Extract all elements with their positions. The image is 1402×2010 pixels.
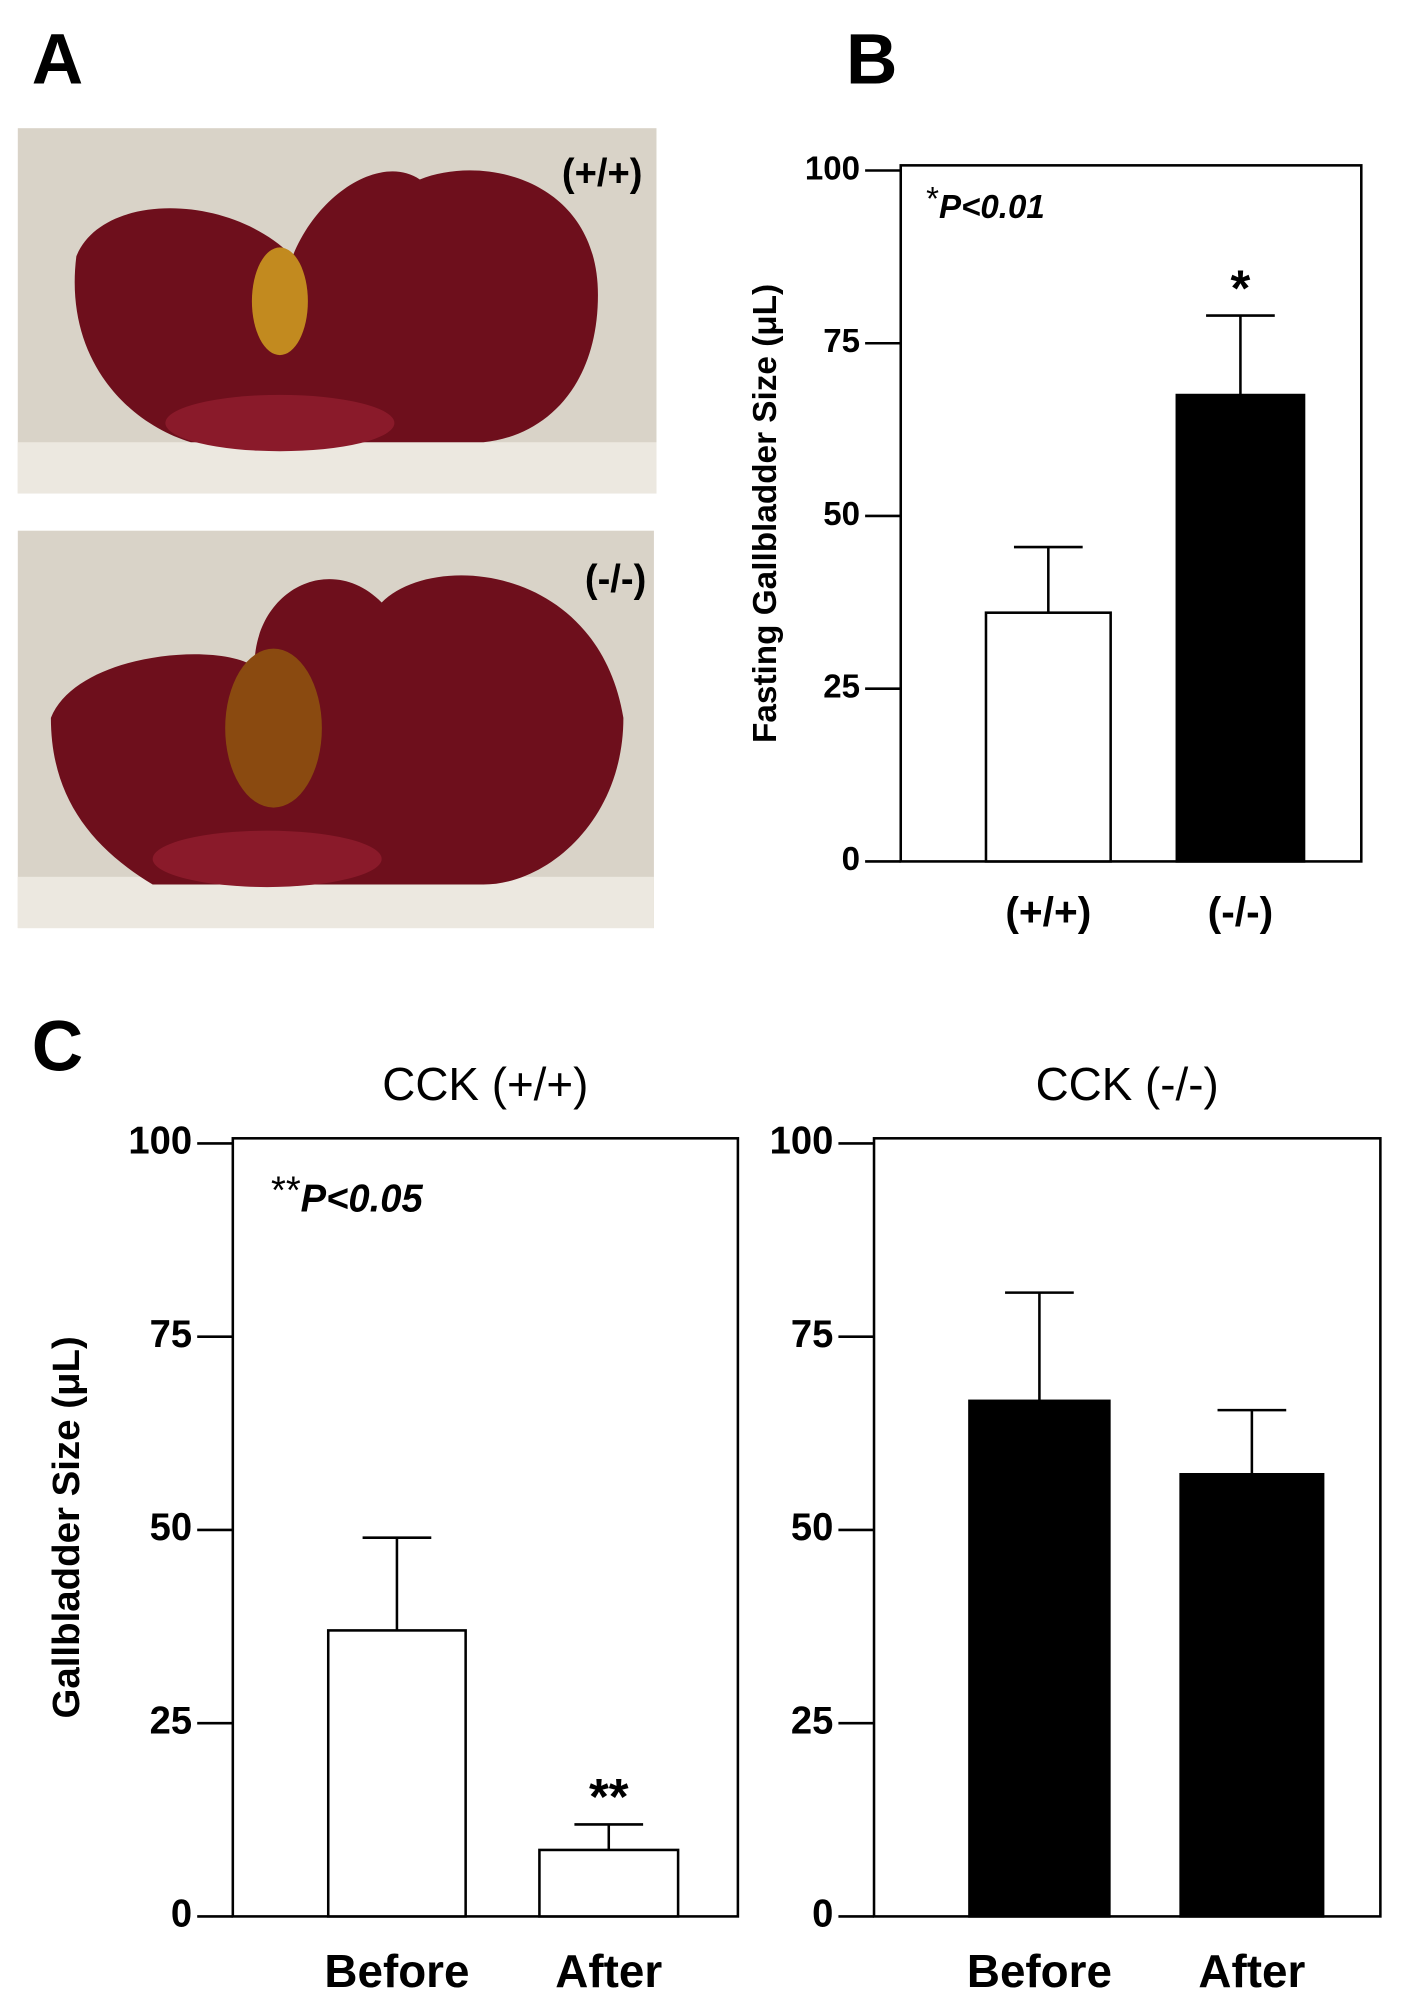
x-tick-label: Before bbox=[967, 1945, 1112, 1997]
y-tick-label: 25 bbox=[823, 668, 860, 705]
annotation-text: P<0.05 bbox=[301, 1177, 424, 1220]
significance-marker: * bbox=[1231, 259, 1251, 316]
y-tick-label: 0 bbox=[171, 1892, 192, 1935]
panel-label: A bbox=[32, 19, 83, 99]
annotation: *P<0.01 bbox=[926, 181, 1045, 226]
y-tick-label: 75 bbox=[791, 1313, 833, 1356]
x-tick-label: (+/+) bbox=[1005, 888, 1091, 934]
y-tick-label: 25 bbox=[150, 1699, 192, 1742]
significance-marker: ** bbox=[589, 1768, 629, 1825]
photo-label: (-/-) bbox=[585, 558, 646, 601]
chart-title: CCK (+/+) bbox=[382, 1058, 588, 1110]
photo-knockout bbox=[17, 530, 654, 929]
y-tick-label: 100 bbox=[805, 150, 860, 187]
y-tick-label: 75 bbox=[823, 323, 860, 360]
bar bbox=[326, 1629, 467, 1918]
y-tick-label: 50 bbox=[823, 496, 860, 533]
bar bbox=[1175, 393, 1306, 863]
y-tick-label: 50 bbox=[791, 1506, 833, 1549]
bar bbox=[984, 611, 1112, 863]
y-tick-label: 100 bbox=[128, 1119, 192, 1162]
bar bbox=[538, 1848, 680, 1918]
y-tick-label: 0 bbox=[842, 841, 860, 878]
annotation-symbol: ** bbox=[271, 1170, 301, 1213]
panel-label: B bbox=[846, 19, 897, 99]
x-tick-label: After bbox=[555, 1945, 662, 1997]
bar bbox=[968, 1399, 1111, 1918]
y-tick-label: 25 bbox=[791, 1699, 833, 1742]
y-tick-label: 100 bbox=[770, 1119, 834, 1162]
bar bbox=[1179, 1472, 1325, 1918]
y-axis-label: Fasting Gallbladder Size (μL) bbox=[747, 284, 784, 743]
photo-label: (+/+) bbox=[562, 152, 643, 195]
annotation: **P<0.05 bbox=[271, 1170, 423, 1221]
y-axis-label: Gallbladder Size (μL) bbox=[45, 1336, 88, 1718]
plot-frame bbox=[872, 1137, 1382, 1918]
panel-label: C bbox=[32, 1006, 83, 1086]
y-tick-label: 0 bbox=[812, 1892, 833, 1935]
plot-frame bbox=[231, 1137, 740, 1918]
x-tick-label: After bbox=[1198, 1945, 1305, 1997]
x-tick-label: Before bbox=[324, 1945, 469, 1997]
y-tick-label: 50 bbox=[150, 1506, 192, 1549]
photo-wildtype bbox=[17, 128, 657, 494]
annotation-text: P<0.01 bbox=[939, 189, 1045, 226]
x-tick-label: (-/-) bbox=[1208, 888, 1274, 934]
plot-frame bbox=[899, 164, 1363, 863]
y-tick-label: 75 bbox=[150, 1313, 192, 1356]
annotation-symbol: * bbox=[926, 181, 939, 218]
chart-title: CCK (-/-) bbox=[1036, 1058, 1219, 1110]
